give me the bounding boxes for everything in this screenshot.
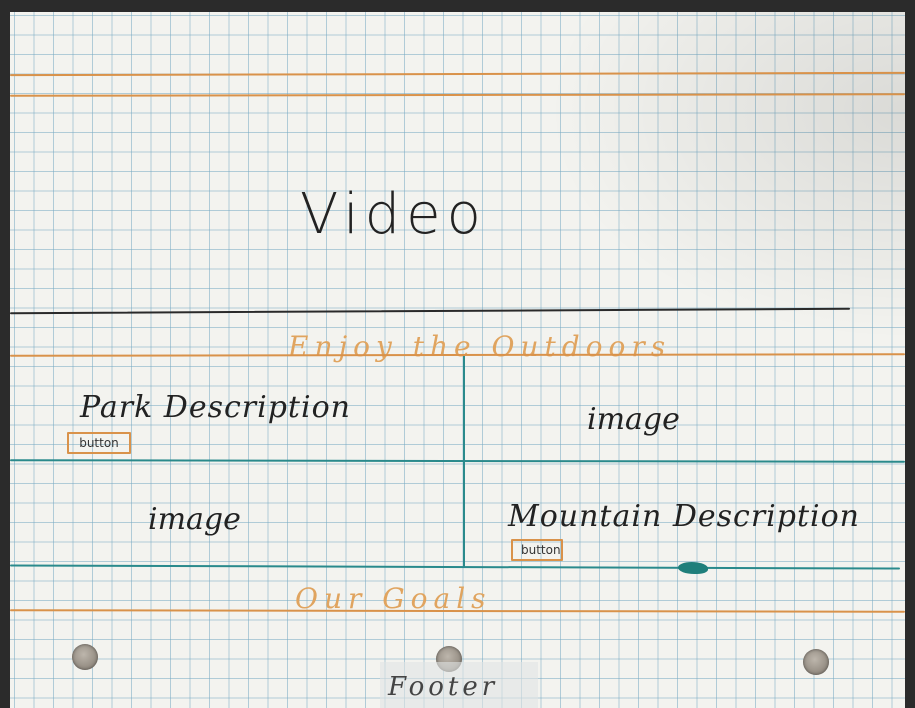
video-placeholder-label: Video (300, 182, 487, 247)
mountain-button[interactable]: button (511, 539, 563, 561)
binder-hole-right (803, 649, 829, 675)
header-line-top (10, 71, 905, 77)
paper-shadow (545, 12, 905, 342)
binder-hole-left (72, 644, 98, 670)
park-image-placeholder: image (587, 402, 680, 437)
footer-patch (380, 662, 538, 708)
park-description: Park Description (80, 390, 351, 425)
footer-label: Footer (388, 672, 499, 702)
header-line-bottom (10, 93, 905, 97)
video-bottom-divider (10, 307, 850, 315)
enjoy-outdoors-heading: Enjoy the Outdoors (288, 330, 672, 363)
ink-blot (678, 562, 708, 574)
park-button[interactable]: button (67, 432, 131, 454)
graph-paper-sketch: Video Enjoy the Outdoors Park Descriptio… (10, 12, 905, 708)
mountain-description: Mountain Description (508, 499, 860, 534)
mountain-image-placeholder: image (148, 502, 241, 537)
cards-bottom-divider (10, 564, 901, 570)
cards-row-divider (10, 459, 905, 463)
